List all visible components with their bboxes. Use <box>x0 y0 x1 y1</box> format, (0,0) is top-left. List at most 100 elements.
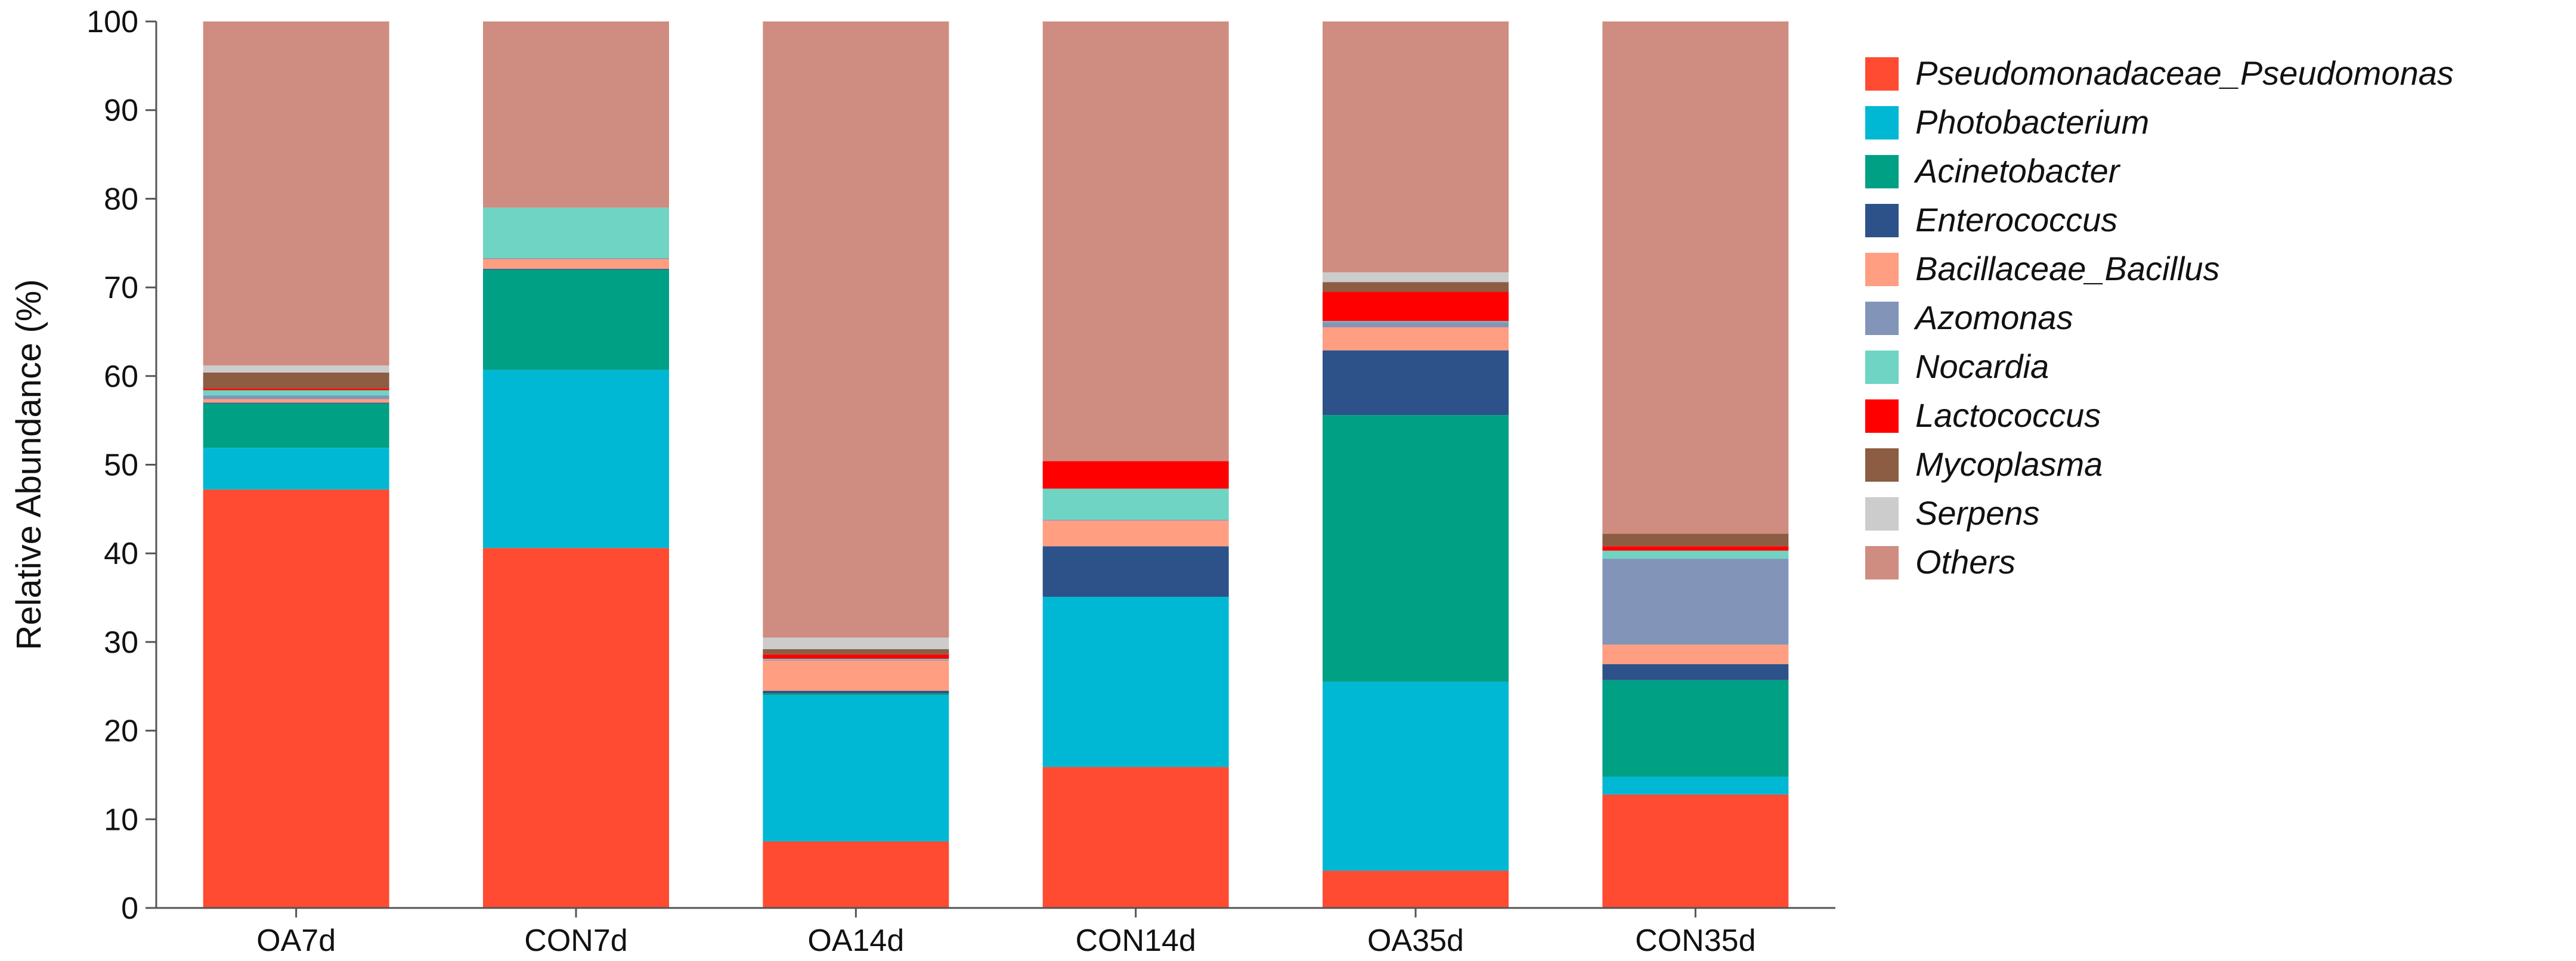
bar-segment <box>203 388 389 390</box>
x-tick-label: OA35d <box>1367 923 1464 958</box>
bar-segment <box>763 690 949 694</box>
legend-label: Bacillaceae_Bacillus <box>1915 250 2220 287</box>
legend-swatch <box>1865 546 1899 579</box>
legend-label: Enterococcus <box>1915 201 2117 238</box>
legend-swatch <box>1865 399 1899 433</box>
y-tick-label: 40 <box>104 537 138 571</box>
bar-segment <box>1602 776 1789 795</box>
y-tick-label: 90 <box>104 94 138 128</box>
bar-segment <box>483 370 669 548</box>
x-tick-label: OA7d <box>256 923 336 958</box>
x-tick-label: CON7d <box>524 923 627 958</box>
bar-segment <box>483 258 669 259</box>
bar-segment <box>203 21 389 365</box>
legend-swatch <box>1865 155 1899 188</box>
bar-segment <box>1323 681 1509 871</box>
bar-segment <box>1042 546 1229 597</box>
y-tick-label: 100 <box>86 5 138 39</box>
y-tick-label: 0 <box>121 891 138 926</box>
bar-segment <box>483 269 669 370</box>
bar-segment <box>203 395 389 399</box>
bar-segment <box>1602 680 1789 777</box>
bar-segment <box>1042 461 1229 489</box>
legend-swatch <box>1865 302 1899 335</box>
y-tick-label: 70 <box>104 271 138 305</box>
y-axis-title: Relative Abundance (%) <box>10 279 48 650</box>
bar-segment <box>763 637 949 649</box>
bar-segment <box>1602 546 1789 551</box>
bar-segment <box>203 390 389 396</box>
bar-segment <box>203 372 389 389</box>
bar-segment <box>1602 664 1789 680</box>
bar-segment <box>1042 597 1229 767</box>
bar-segment <box>203 489 389 908</box>
bar-segment <box>1323 282 1509 292</box>
y-axis: 0 10 20 30 40 50 60 70 80 90 100 <box>86 5 157 926</box>
legend-swatch <box>1865 57 1899 91</box>
legend-swatch <box>1865 448 1899 482</box>
legend-label: Lactococcus <box>1915 396 2101 434</box>
y-tick-label: 60 <box>104 359 138 394</box>
bar-segment <box>483 548 669 908</box>
legend-label: Mycoplasma <box>1915 445 2103 483</box>
bar-segment <box>1602 559 1789 645</box>
bar-segment <box>483 259 669 269</box>
legend-swatch <box>1865 351 1899 384</box>
bar-segment <box>1042 21 1229 461</box>
bar-area <box>203 21 1789 908</box>
x-axis: OA7d CON7d OA14d CON14d OA35d CON35d <box>156 907 1835 958</box>
legend-label: Photobacterium <box>1915 103 2149 141</box>
x-tick-label: CON14d <box>1076 923 1196 958</box>
bar-segment <box>1323 415 1509 682</box>
bar-segment <box>1042 767 1229 908</box>
bar-segment <box>763 659 949 661</box>
legend-label: Azomonas <box>1914 299 2073 336</box>
y-tick-label: 20 <box>104 714 138 749</box>
y-tick-label: 10 <box>104 802 138 837</box>
x-tick-label: OA14d <box>807 923 904 958</box>
bar-segment <box>1602 534 1789 547</box>
legend-swatch <box>1865 253 1899 286</box>
bar-segment <box>1323 272 1509 283</box>
y-tick-label: 80 <box>104 182 138 216</box>
bar-segment <box>1323 322 1509 328</box>
legend-label: Serpens <box>1915 494 2040 532</box>
bar-segment <box>763 21 949 638</box>
legend-label: Acinetobacter <box>1914 152 2121 190</box>
bar-segment <box>763 695 949 842</box>
bar-segment <box>1323 327 1509 351</box>
bar-segment <box>763 841 949 908</box>
bar-segment <box>1323 870 1509 908</box>
bar-segment <box>763 661 949 691</box>
y-tick-label: 30 <box>104 625 138 660</box>
legend-swatch <box>1865 204 1899 237</box>
bar-segment <box>1602 644 1789 665</box>
bar-segment <box>483 207 669 259</box>
bar-segment <box>203 448 389 490</box>
bar-segment <box>763 654 949 659</box>
bar-segment <box>1323 321 1509 323</box>
bar-segment <box>1602 550 1789 559</box>
x-tick-label: CON35d <box>1635 923 1755 958</box>
bar-segment <box>203 365 389 373</box>
legend-swatch <box>1865 497 1899 531</box>
bar-segment <box>763 693 949 696</box>
legend: Pseudomonadaceae_Pseudomonas Photobacteri… <box>1865 54 2454 581</box>
bar-segment <box>203 399 389 403</box>
legend-label: Pseudomonadaceae_Pseudomonas <box>1915 54 2454 92</box>
bar-segment <box>1602 794 1789 908</box>
bar-segment <box>763 649 949 655</box>
bar-segment <box>1042 488 1229 520</box>
legend-label: Others <box>1915 543 2015 581</box>
bar-segment <box>203 402 389 404</box>
bar-segment <box>203 403 389 448</box>
y-tick-label: 50 <box>104 448 138 483</box>
legend-label: Nocardia <box>1915 348 2049 385</box>
bar-segment <box>1042 520 1229 547</box>
bar-segment <box>1602 21 1789 534</box>
bar-segment <box>1323 21 1509 272</box>
bar-segment <box>1323 350 1509 416</box>
bar-segment <box>1323 292 1509 321</box>
legend-swatch <box>1865 106 1899 140</box>
